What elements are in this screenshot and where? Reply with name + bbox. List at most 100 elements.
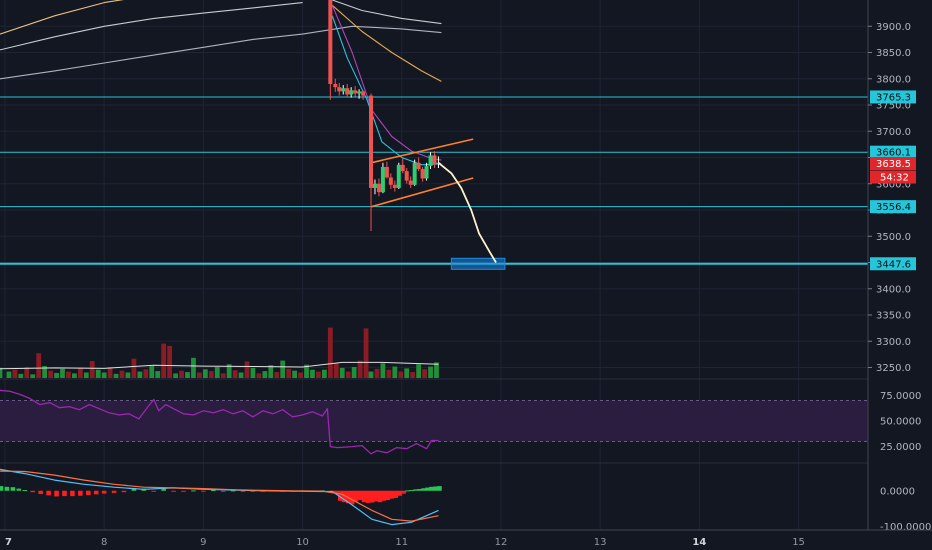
volume-bar: [327, 327, 333, 378]
volume-bar: [351, 366, 357, 378]
price-tick-label: 3750.0: [876, 101, 911, 112]
volume-bar: [72, 373, 77, 378]
macd-histogram-bar: [373, 490, 379, 502]
price-tick-label: 3500.0: [876, 232, 911, 243]
volume-bar: [137, 371, 143, 378]
rsi-tick-label: 25.0000: [880, 442, 921, 453]
macd-histogram-bar: [337, 490, 343, 501]
price-tick-label: 3600.0: [876, 179, 911, 190]
macd-histogram-bar: [101, 490, 107, 494]
candle-body: [432, 155, 437, 164]
macd-histogram-bar: [10, 487, 16, 491]
volume-bar: [24, 366, 30, 378]
time-tick-label: 14: [692, 537, 706, 548]
macd-histogram-bar: [437, 486, 442, 491]
macd-histogram-bar: [421, 488, 426, 491]
macd-histogram-bar: [357, 490, 363, 501]
macd-histogram-bar: [425, 487, 430, 491]
volume-bar: [262, 371, 268, 378]
time-tick-label: 8: [101, 537, 107, 548]
volume-bar: [191, 357, 196, 378]
candle-body: [376, 183, 381, 193]
volume-bar: [292, 370, 298, 378]
volume-bar: [428, 366, 433, 378]
time-tick-label: 11: [395, 537, 408, 548]
volume-bar: [298, 372, 303, 378]
volume-bar: [339, 367, 345, 378]
candle-body: [380, 166, 385, 193]
volume-bar: [398, 371, 404, 378]
macd-histogram-bar: [93, 490, 99, 495]
macd-histogram-bar: [0, 486, 4, 491]
volume-bar: [143, 369, 149, 378]
volume-bar: [202, 369, 208, 378]
volume-bar: [256, 373, 262, 378]
volume-bar: [416, 364, 422, 378]
volume-bar: [238, 372, 244, 378]
volume-bar: [6, 371, 12, 378]
volume-bar: [89, 361, 95, 378]
volume-bar: [274, 372, 280, 378]
volume-bar: [380, 363, 386, 378]
countdown-label-bg: [870, 170, 916, 184]
macd-histogram-bar: [201, 490, 206, 492]
time-tick-label: 9: [200, 537, 206, 548]
macd-histogram-bar: [151, 490, 157, 492]
volume-bar: [208, 371, 214, 378]
macd-histogram-bar: [385, 490, 391, 501]
rsi-tick-label: 50.0000: [880, 417, 921, 428]
time-tick-label: 13: [594, 537, 607, 548]
rsi-band: [0, 400, 868, 442]
volume-bar: [374, 368, 380, 378]
volume-bar: [410, 372, 416, 378]
volume-bar: [36, 353, 42, 378]
macd-histogram-bar: [413, 489, 418, 491]
volume-bar: [220, 373, 226, 378]
macd-histogram-bar: [22, 490, 28, 492]
volume-bar: [321, 369, 327, 378]
macd-histogram-bar: [121, 490, 127, 493]
candle-body: [384, 166, 389, 178]
price-tick-label: 3850.0: [876, 48, 911, 59]
volume-bar: [268, 365, 274, 378]
volume-bar: [434, 362, 439, 378]
candle-body: [408, 180, 413, 185]
candle-body: [416, 162, 421, 170]
candle-body: [353, 90, 358, 94]
volume-bar: [161, 343, 167, 378]
candle-body: [420, 169, 425, 179]
level-price-label-bg: [870, 200, 916, 214]
current-price-label: 3638.5: [876, 159, 911, 170]
volume-bar: [101, 372, 107, 378]
candle-body: [392, 184, 397, 188]
channel-upper-line: [370, 138, 474, 164]
price-tick-label: 3700.0: [876, 127, 911, 138]
volume-bar: [214, 366, 220, 378]
candle-body: [400, 164, 405, 172]
level-price-label-bg: [870, 257, 916, 271]
volume-bar: [345, 371, 351, 378]
volume-bar: [250, 367, 256, 378]
volume-bar: [42, 366, 48, 378]
macd-histogram-bar: [210, 490, 216, 492]
macd-histogram-bar: [38, 490, 43, 494]
macd-histogram-bar: [349, 490, 355, 505]
volume-bar: [304, 364, 309, 378]
macd-histogram-bar: [85, 490, 91, 496]
volume-bar: [125, 372, 131, 378]
macd-histogram-bar: [341, 490, 347, 503]
macd-histogram-bar: [381, 490, 387, 501]
price-tick-label: 3400.0: [876, 284, 911, 295]
macd-histogram-bar: [78, 490, 83, 496]
volume-bar: [107, 366, 113, 378]
volume-bar: [155, 371, 161, 378]
candle-body: [369, 95, 374, 188]
macd-histogram-bar: [353, 490, 359, 502]
volume-bar: [173, 373, 178, 378]
volume-bar: [357, 360, 363, 378]
macd-histogram-bar: [361, 490, 367, 503]
volume-bar: [77, 367, 83, 378]
